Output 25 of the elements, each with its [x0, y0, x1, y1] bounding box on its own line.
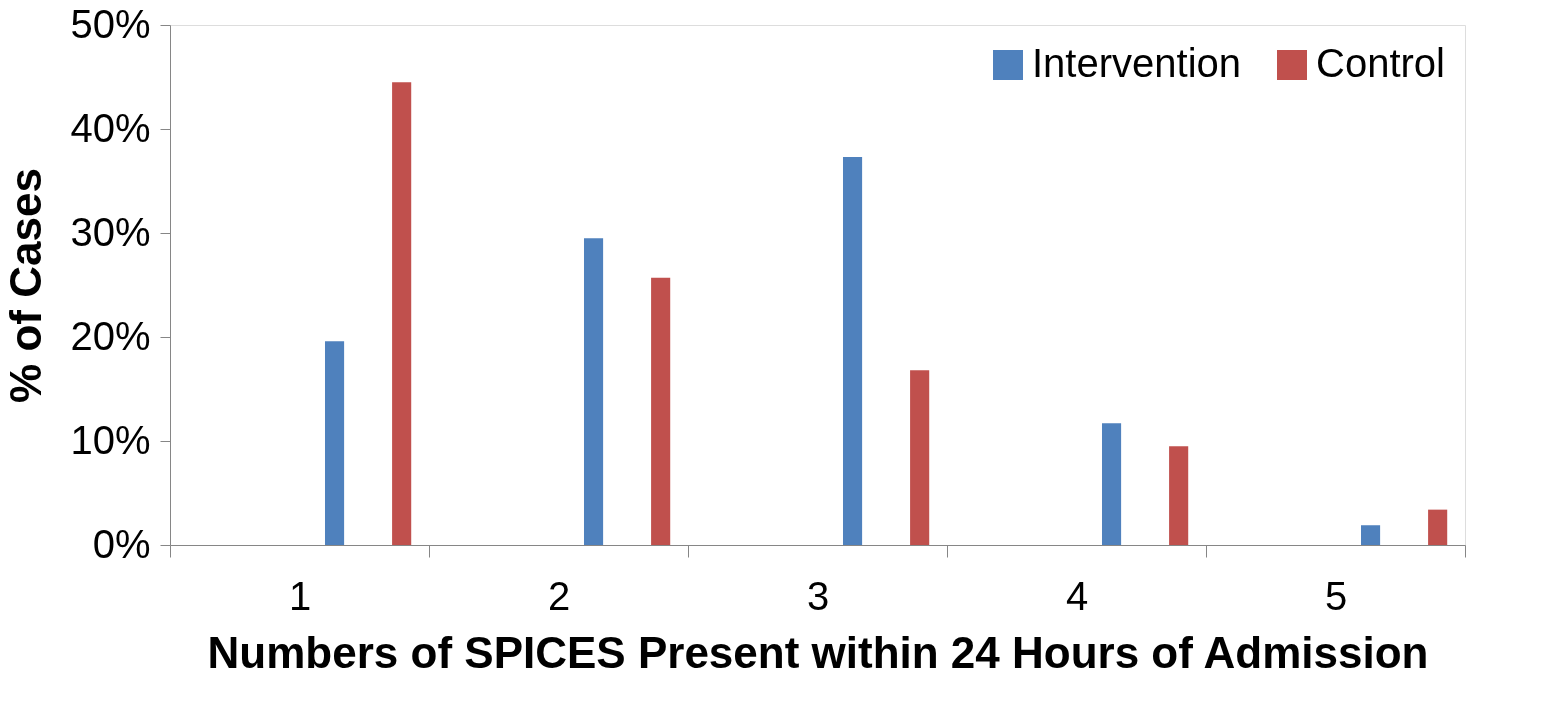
bar: [1169, 446, 1189, 545]
bar: [842, 157, 863, 545]
y-tick-label: 10%: [70, 417, 151, 462]
y-tick-label: 40%: [70, 105, 151, 150]
bar: [392, 82, 412, 545]
y-axis-title: % of Cases: [1, 168, 51, 403]
bar: [910, 370, 930, 545]
y-tick-label: 30%: [70, 209, 151, 254]
bar: [1360, 525, 1381, 545]
x-tick-label: 5: [1324, 573, 1348, 618]
y-tick-label: 0%: [92, 521, 151, 566]
x-tick-label: 1: [288, 573, 312, 618]
bar: [324, 341, 345, 545]
x-tick-label: 2: [547, 573, 571, 618]
x-tick-label: 3: [806, 573, 830, 618]
x-axis-title: Numbers of SPICES Present within 24 Hours of Admission: [207, 627, 1429, 677]
y-tick-label: 20%: [70, 313, 151, 358]
legend-label: Control: [1316, 41, 1445, 85]
bar: [651, 277, 671, 545]
y-tick-label: 50%: [70, 1, 151, 46]
bar: [583, 238, 604, 545]
x-tick-label: 4: [1065, 573, 1089, 618]
bar: [1428, 509, 1448, 545]
bar: [1101, 423, 1122, 545]
legend-label: Intervention: [1032, 41, 1242, 85]
